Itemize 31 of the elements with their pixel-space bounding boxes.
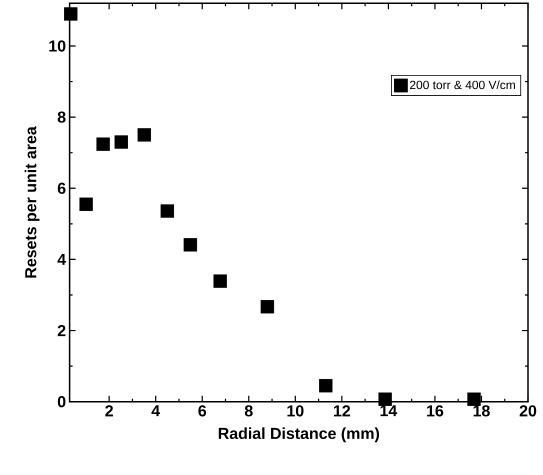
x-tick-label: 12 <box>334 405 350 416</box>
point <box>160 204 174 218</box>
point <box>138 128 151 142</box>
x-tick-label: 6 <box>198 405 206 417</box>
y-tick-label: 4 <box>57 254 66 265</box>
x-tick-label: 14 <box>380 405 398 416</box>
point <box>378 392 392 406</box>
x-tick-label: 10 <box>287 405 304 417</box>
point <box>64 7 78 21</box>
x-tick-label: 16 <box>427 405 444 417</box>
y-axis-title: Resets per unit area <box>24 126 40 278</box>
x-tick-label: 18 <box>474 405 490 417</box>
x-tick-label: 2 <box>105 405 113 416</box>
legend-label: 200 torr & 400 V/cm <box>410 80 515 90</box>
point <box>114 135 128 149</box>
y-tick-label: 0 <box>58 396 66 408</box>
point <box>467 392 481 406</box>
point <box>184 238 198 252</box>
point <box>79 198 93 211</box>
x-tick-label: 20 <box>520 405 536 417</box>
point <box>96 137 110 151</box>
y-tick-label: 2 <box>58 324 66 336</box>
point <box>213 274 227 288</box>
y-tick-label: 8 <box>58 111 66 123</box>
y-tick-label: 10 <box>49 40 66 52</box>
x-axis-title: Radial Distance (mm) <box>218 427 380 442</box>
x-tick-label: 8 <box>244 405 253 417</box>
y-tick-label: 6 <box>58 182 66 194</box>
point <box>260 300 274 314</box>
x-tick-label: 4 <box>151 405 160 416</box>
point <box>319 378 332 392</box>
